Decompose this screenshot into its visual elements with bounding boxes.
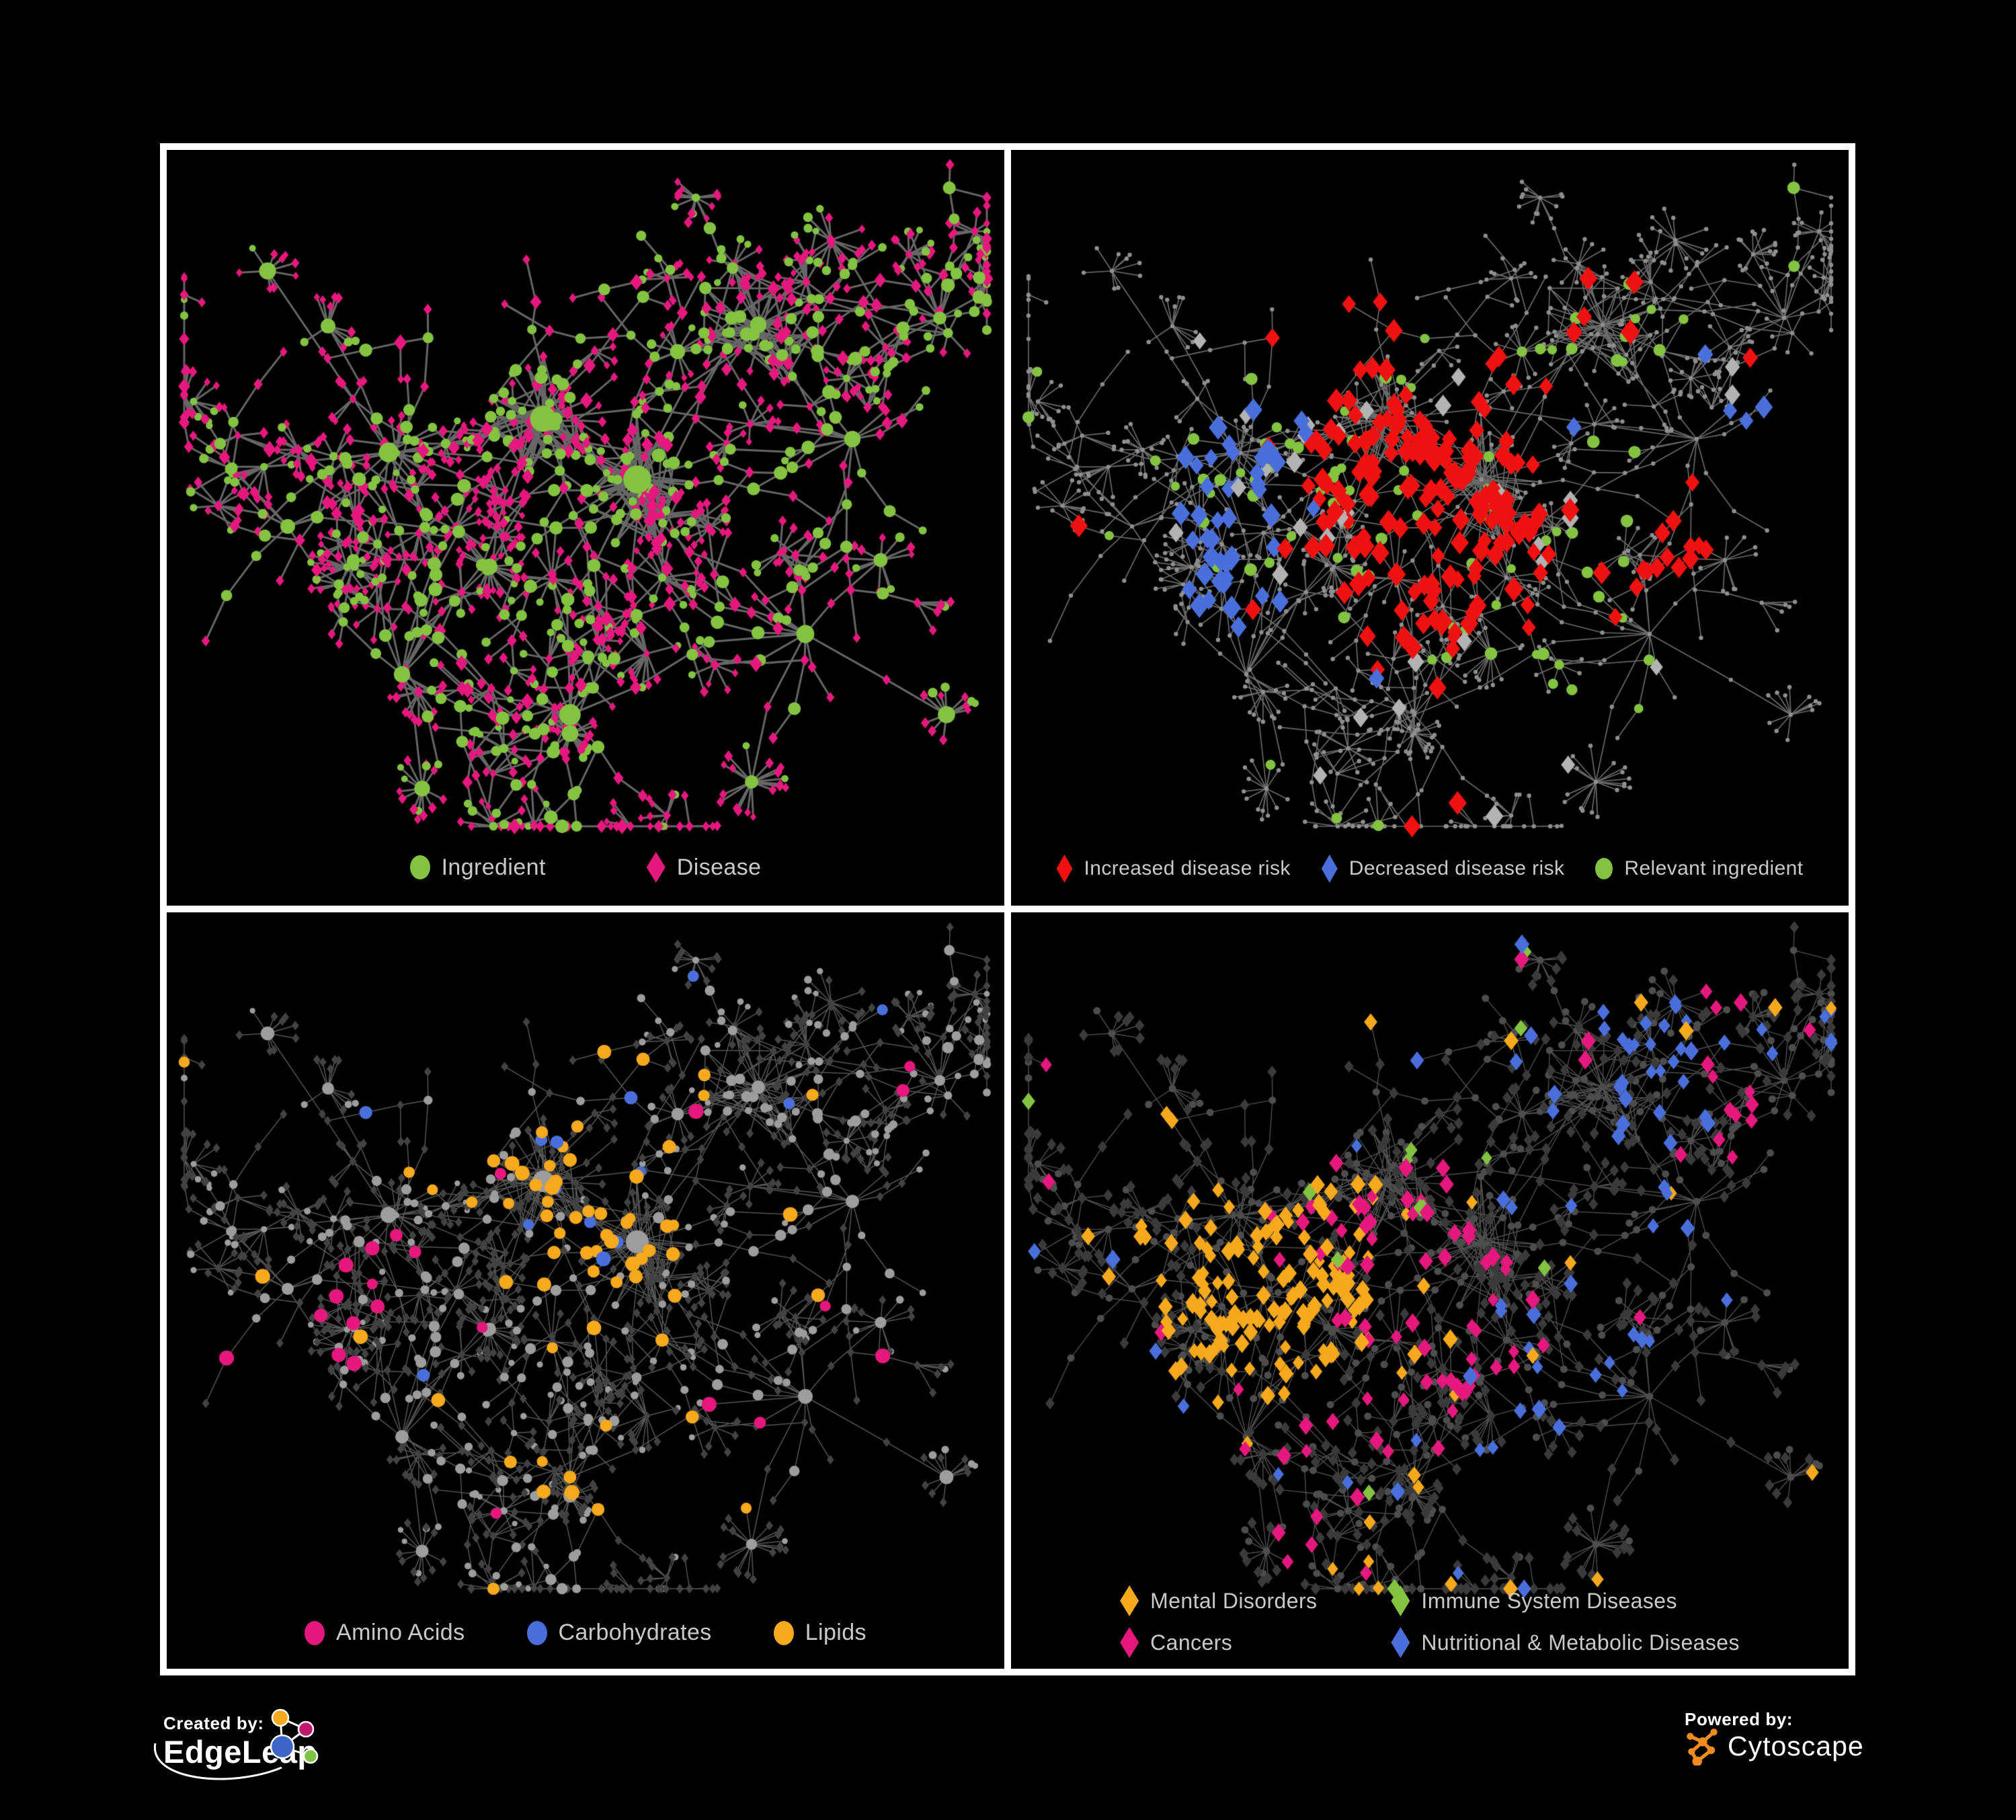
legend-item-top-left-1: Disease	[646, 852, 762, 883]
legend-item-bottom-right-0: Mental Disorders	[1120, 1585, 1317, 1616]
network-canvas-disease-risk	[1011, 150, 1849, 906]
circle-marker-icon	[1595, 858, 1613, 879]
legend-label: Decreased disease risk	[1348, 857, 1565, 879]
panel-top-left: Ingredient Disease	[167, 150, 1004, 906]
legend-item-bottom-right-2: Cancers	[1120, 1627, 1317, 1658]
legend-item-bottom-right-3: Nutritional & Metabolic Diseases	[1391, 1627, 1739, 1658]
figure-grid: Ingredient Disease Increased disease risk…	[160, 143, 1855, 1675]
legend-label: Immune System Diseases	[1421, 1588, 1677, 1613]
panel-top-right: Increased disease risk Decreased disease …	[1011, 150, 1849, 906]
legend-item-bottom-left-2: Lipids	[773, 1620, 866, 1646]
circle-marker-icon	[409, 855, 430, 879]
legend-top-left: Ingredient Disease	[167, 852, 1004, 883]
diamond-marker-icon	[1120, 1585, 1139, 1616]
cytoscape-icon-nodes	[1687, 1729, 1718, 1766]
network-canvas-disease-classes	[1011, 912, 1849, 1669]
diamond-marker-icon	[646, 852, 666, 883]
edgeleap-node-magenta	[297, 1720, 315, 1738]
legend-item-bottom-left-1: Carbohydrates	[526, 1620, 712, 1646]
legend-label: Mental Disorders	[1150, 1588, 1318, 1613]
legend-bottom-right: Mental Disorders Immune System Diseases Ca…	[1011, 1585, 1849, 1658]
edgeleap-network-icon	[154, 1708, 319, 1780]
panel-bottom-right: Mental Disorders Immune System Diseases Ca…	[1011, 912, 1849, 1669]
circle-marker-icon	[526, 1620, 547, 1645]
legend-item-top-right-1: Decreased disease risk	[1321, 855, 1565, 883]
network-canvas-nutrient-classes	[167, 912, 1004, 1669]
legend-top-right: Increased disease risk Decreased disease …	[1011, 855, 1849, 883]
legend-label: Lipids	[805, 1620, 866, 1645]
powered-by-block: Powered by: Cytoscape	[1685, 1709, 1967, 1790]
legend-label: Nutritional & Metabolic Diseases	[1421, 1630, 1740, 1655]
legend-bottom-left: Amino Acids Carbohydrates Lipids	[167, 1620, 1004, 1646]
edgeleap-node-green	[303, 1748, 319, 1764]
legend-item-top-right-2: Relevant ingredient	[1595, 857, 1803, 880]
legend-label: Carbohydrates	[558, 1620, 712, 1645]
edgeleap-swoosh	[154, 1743, 282, 1780]
circle-marker-icon	[305, 1620, 325, 1645]
diamond-marker-icon	[1391, 1627, 1410, 1658]
network-canvas-ingredient-disease	[167, 150, 1004, 906]
edgeleap-node-orange	[271, 1708, 290, 1727]
diamond-marker-icon	[1391, 1585, 1410, 1616]
created-by-label: Created by:	[163, 1713, 264, 1733]
legend-label: Relevant ingredient	[1624, 857, 1804, 879]
diamond-marker-icon	[1321, 855, 1338, 883]
panel-bottom-left: Amino Acids Carbohydrates Lipids	[167, 912, 1004, 1669]
cytoscape-logo: Cytoscape	[1685, 1727, 1864, 1766]
created-by-block: Created by: EdgeLeap	[154, 1708, 513, 1814]
edgeleap-node-blue	[270, 1734, 295, 1759]
circle-marker-icon	[773, 1620, 794, 1645]
legend-label: Increased disease risk	[1084, 857, 1291, 879]
legend-item-top-right-0: Increased disease risk	[1056, 855, 1291, 883]
legend-item-bottom-left-0: Amino Acids	[305, 1620, 465, 1646]
diamond-marker-icon	[1120, 1627, 1139, 1658]
cytoscape-icon	[1687, 1729, 1718, 1766]
legend-label: Cancers	[1150, 1630, 1233, 1655]
legend-label: Amino Acids	[336, 1620, 465, 1645]
legend-label: Ingredient	[441, 854, 546, 880]
legend-item-bottom-right-1: Immune System Diseases	[1391, 1585, 1739, 1616]
legend-label: Disease	[676, 854, 762, 880]
legend-item-top-left-0: Ingredient	[409, 854, 546, 881]
diamond-marker-icon	[1056, 855, 1073, 883]
powered-by-label: Powered by:	[1685, 1709, 1793, 1729]
cytoscape-wordmark: Cytoscape	[1728, 1730, 1864, 1762]
